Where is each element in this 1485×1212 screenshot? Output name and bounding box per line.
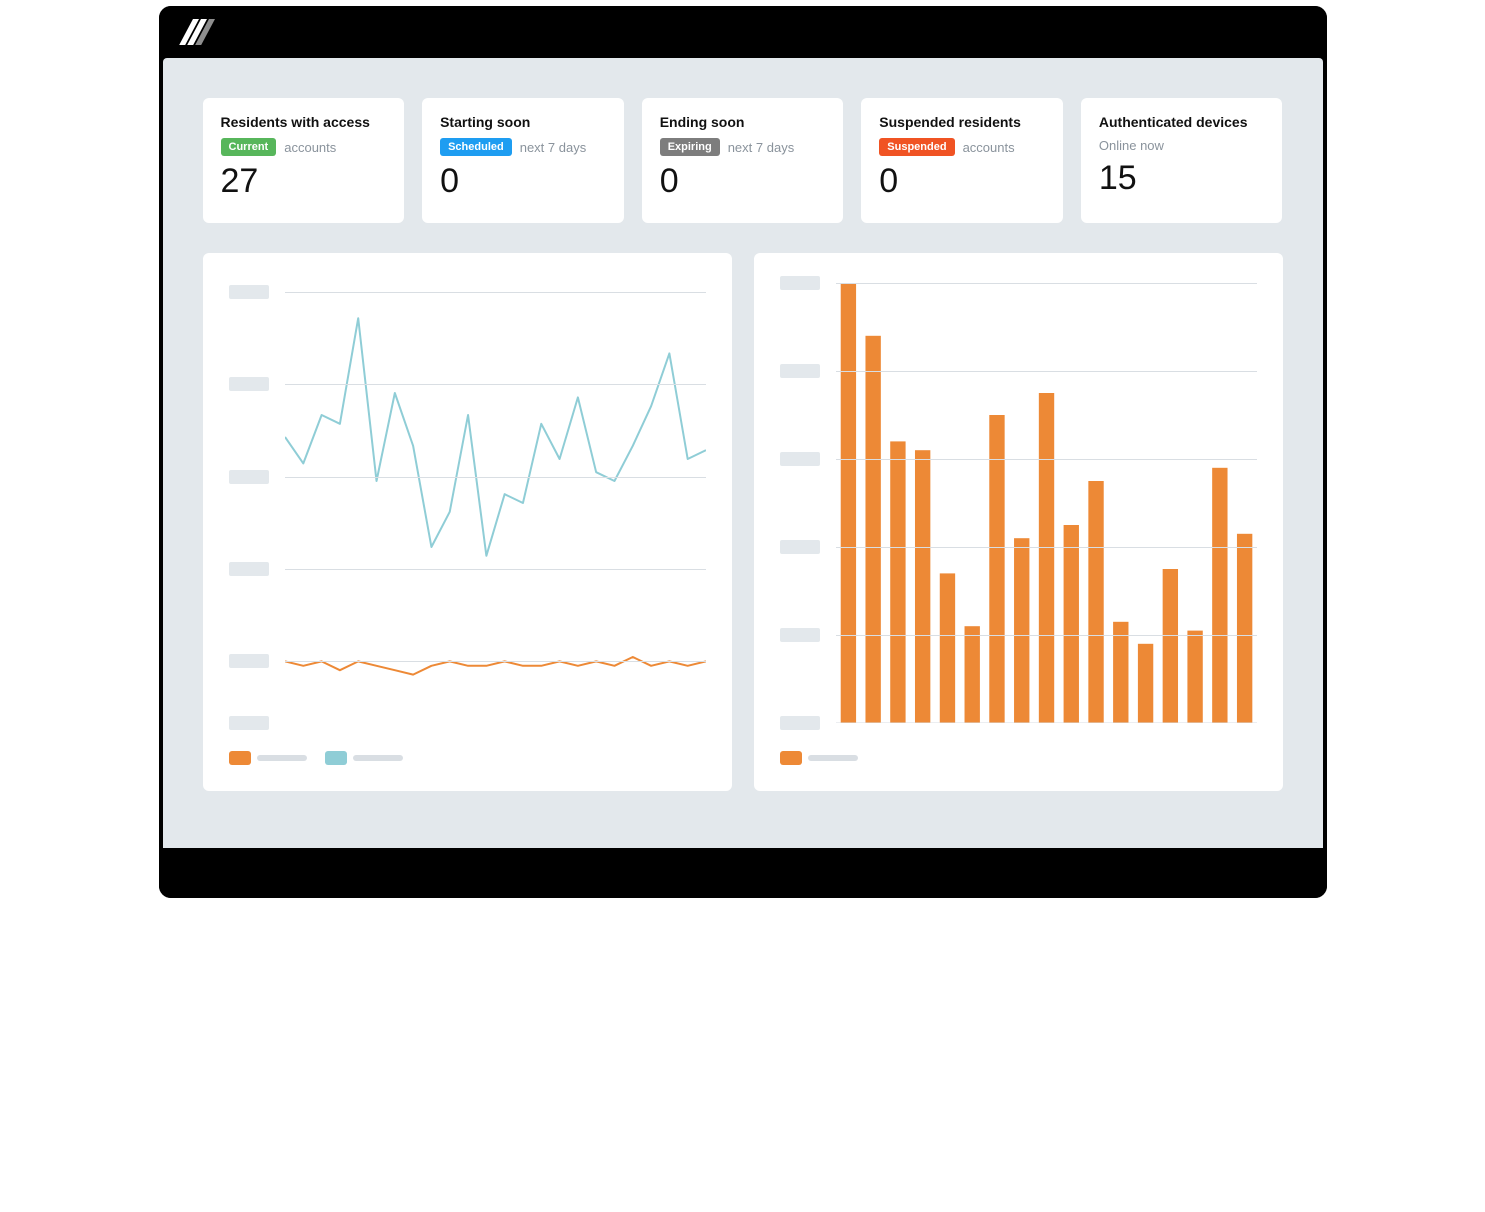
bar-chart-svg: [836, 283, 1257, 723]
charts-row: [163, 253, 1323, 821]
stat-card-1[interactable]: Starting soon Scheduled next 7 days 0: [422, 98, 624, 223]
line-chart-area: [229, 283, 706, 723]
bar: [989, 415, 1004, 723]
ytick-placeholder: [780, 716, 820, 730]
bar: [1113, 622, 1128, 723]
ytick-placeholder: [780, 364, 820, 378]
line-chart-svg: [285, 283, 706, 723]
stat-card-3[interactable]: Suspended residents Suspended accounts 0: [861, 98, 1063, 223]
bar: [1038, 393, 1053, 723]
bar: [964, 626, 979, 723]
status-badge: Current: [221, 138, 277, 156]
line-chart-plot: [285, 283, 706, 723]
ytick-placeholder: [780, 276, 820, 290]
line-chart-card: [203, 253, 732, 791]
bar: [890, 441, 905, 723]
stat-card-subline: Expiring next 7 days: [660, 138, 826, 156]
bar: [1063, 525, 1078, 723]
gridline: [285, 661, 706, 662]
legend-swatch: [780, 751, 802, 765]
bar: [1236, 534, 1251, 723]
bar: [865, 336, 880, 723]
legend-label-placeholder: [257, 755, 307, 761]
stat-card-subline: Online now: [1099, 138, 1265, 153]
ytick-placeholder: [780, 628, 820, 642]
bar-chart-card: [754, 253, 1283, 791]
bar: [1014, 538, 1029, 723]
logo-icon: [179, 19, 219, 45]
line-chart-legend: [229, 751, 706, 765]
bar: [914, 450, 929, 723]
stat-card-subtext: Online now: [1099, 138, 1164, 153]
ytick-placeholder: [780, 452, 820, 466]
legend-swatch: [325, 751, 347, 765]
line-series: [285, 318, 706, 556]
gridline: [836, 283, 1257, 284]
stat-card-subtext: accounts: [284, 140, 336, 155]
status-badge: Suspended: [879, 138, 954, 156]
ytick-placeholder: [229, 377, 269, 391]
legend-swatch: [229, 751, 251, 765]
stat-card-subtext: next 7 days: [728, 140, 795, 155]
bottombar: [159, 848, 1327, 898]
stat-card-value: 27: [221, 164, 387, 198]
gridline: [285, 477, 706, 478]
legend-item: [780, 751, 858, 765]
stat-card-subtext: accounts: [963, 140, 1015, 155]
ytick-placeholder: [229, 716, 269, 730]
gridline: [836, 459, 1257, 460]
bar: [840, 283, 855, 723]
stat-card-title: Authenticated devices: [1099, 114, 1265, 130]
bar-chart-legend: [780, 751, 1257, 765]
stat-card-subline: Current accounts: [221, 138, 387, 156]
legend-label-placeholder: [808, 755, 858, 761]
legend-item: [229, 751, 307, 765]
bar: [1212, 468, 1227, 723]
bar: [1187, 631, 1202, 723]
bar: [1137, 644, 1152, 723]
topbar: [159, 6, 1327, 58]
dashboard-viewport: Residents with access Current accounts 27 St…: [163, 58, 1323, 848]
gridline: [836, 635, 1257, 636]
legend-item: [325, 751, 403, 765]
stat-card-subline: Suspended accounts: [879, 138, 1045, 156]
gridline: [285, 292, 706, 293]
app-frame: Residents with access Current accounts 27 St…: [159, 6, 1327, 898]
gridline: [836, 547, 1257, 548]
gridline: [285, 384, 706, 385]
bar-chart-plot: [836, 283, 1257, 723]
gridline: [285, 569, 706, 570]
stat-card-title: Residents with access: [221, 114, 387, 130]
stat-card-value: 0: [879, 164, 1045, 198]
stat-card-title: Ending soon: [660, 114, 826, 130]
ytick-placeholder: [229, 654, 269, 668]
stat-card-0[interactable]: Residents with access Current accounts 27: [203, 98, 405, 223]
stat-card-value: 0: [660, 164, 826, 198]
stat-card-value: 15: [1099, 161, 1265, 195]
ytick-placeholder: [229, 562, 269, 576]
bar: [939, 573, 954, 723]
stat-card-subline: Scheduled next 7 days: [440, 138, 606, 156]
stat-card-title: Suspended residents: [879, 114, 1045, 130]
bar-chart-area: [780, 283, 1257, 723]
ytick-placeholder: [780, 540, 820, 554]
stat-card-4[interactable]: Authenticated devices Online now 15: [1081, 98, 1283, 223]
status-badge: Expiring: [660, 138, 720, 156]
ytick-placeholder: [229, 470, 269, 484]
stat-card-subtext: next 7 days: [520, 140, 587, 155]
ytick-placeholder: [229, 285, 269, 299]
legend-label-placeholder: [353, 755, 403, 761]
stat-card-title: Starting soon: [440, 114, 606, 130]
status-badge: Scheduled: [440, 138, 512, 156]
bar: [1162, 569, 1177, 723]
bar: [1088, 481, 1103, 723]
gridline: [836, 371, 1257, 372]
line-series: [285, 657, 706, 675]
stat-cards-row: Residents with access Current accounts 27 St…: [163, 58, 1323, 253]
stat-card-2[interactable]: Ending soon Expiring next 7 days 0: [642, 98, 844, 223]
stat-card-value: 0: [440, 164, 606, 198]
